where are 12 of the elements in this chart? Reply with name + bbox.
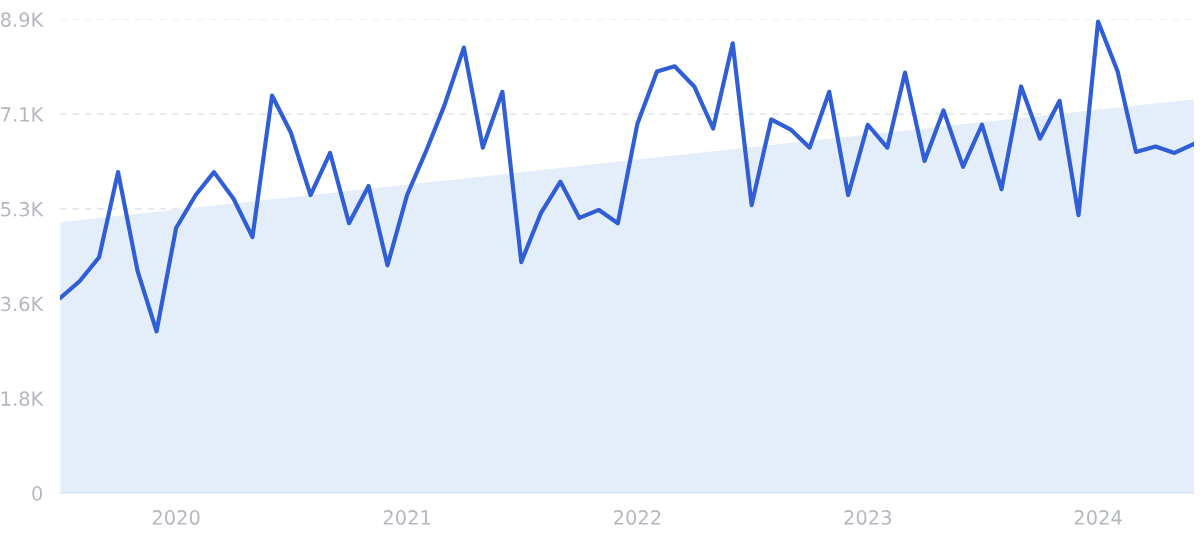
y-tick-label: 3.6K bbox=[1, 296, 44, 312]
x-tick-label: 2023 bbox=[844, 510, 891, 525]
x-tick-label: 2020 bbox=[152, 510, 200, 525]
y-tick-label: 5.3K bbox=[1, 201, 44, 217]
x-tick-label: 2022 bbox=[614, 510, 661, 525]
y-tick-label: 7.1K bbox=[1, 107, 44, 122]
x-tick-label: 2024 bbox=[1074, 510, 1122, 525]
x-tick-label: 2021 bbox=[383, 510, 431, 525]
y-tick-label: 0 bbox=[32, 486, 43, 501]
y-tick-label: 1.8K bbox=[1, 391, 44, 406]
line-series bbox=[60, 19, 1194, 334]
y-tick-label: 8.9K bbox=[0, 12, 44, 28]
